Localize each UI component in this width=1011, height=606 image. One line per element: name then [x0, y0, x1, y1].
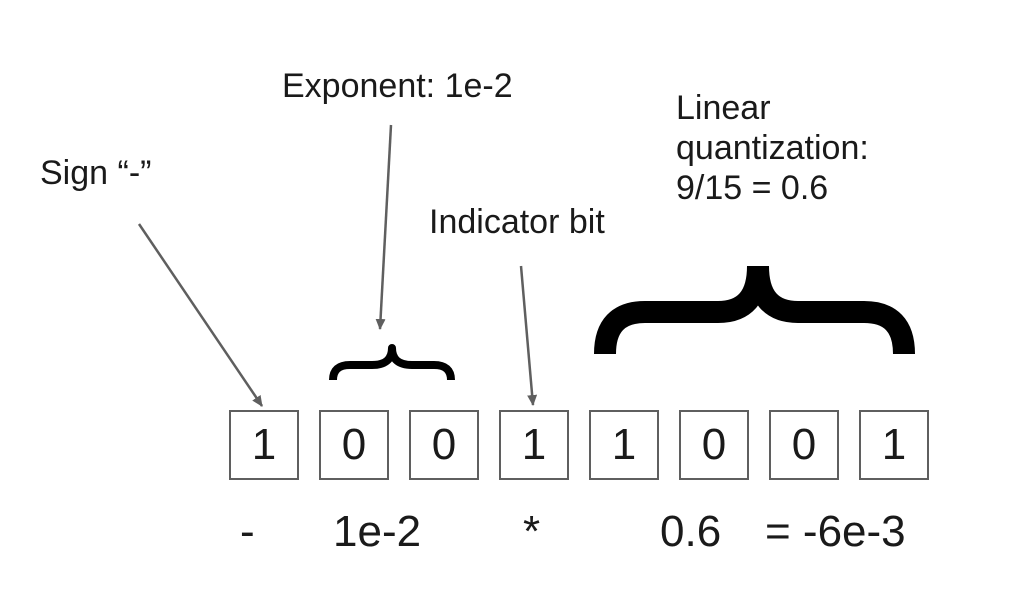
mantissa-value: 0.6 [660, 507, 722, 556]
exponent-value: 1e-2 [333, 507, 422, 556]
result-value: = -6e-3 [765, 507, 906, 556]
exponent-brace [329, 344, 455, 381]
bit-box-exponent-2: 0 [409, 410, 479, 480]
bit-box-mantissa-2: 0 [679, 410, 749, 480]
linear-quantization-label: Linear quantization: 9/15 = 0.6 [676, 89, 869, 208]
bit-box-exponent-1: 0 [319, 410, 389, 480]
sign-label: Sign “-” [40, 154, 152, 192]
sign-value: - [240, 507, 255, 556]
bit-box-mantissa-3: 0 [769, 410, 839, 480]
mantissa-brace [594, 265, 915, 355]
bit-box-indicator: 1 [499, 410, 569, 480]
indicator-label: Indicator bit [429, 203, 605, 241]
bit-box-mantissa-1: 1 [589, 410, 659, 480]
sign-arrow [137, 223, 264, 407]
multiply-symbol: * [523, 507, 541, 556]
bit-box-sign: 1 [229, 410, 299, 480]
indicator-arrow [519, 265, 538, 406]
exponent-arrow [375, 124, 393, 330]
bit-box-mantissa-4: 1 [859, 410, 929, 480]
exponent-label: Exponent: 1e-2 [282, 67, 513, 105]
